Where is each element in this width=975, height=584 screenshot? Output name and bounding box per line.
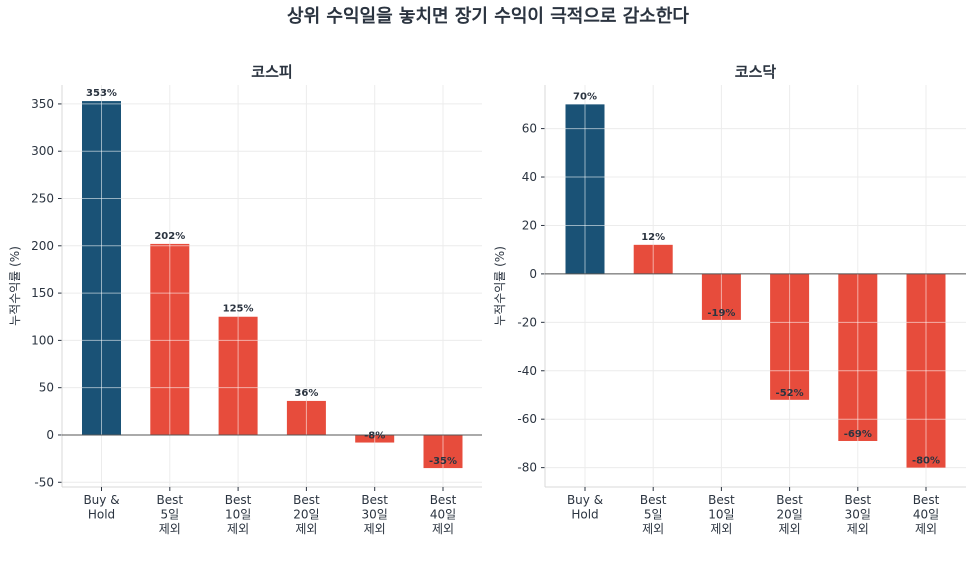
y-tick-label: -40 [517, 364, 537, 378]
x-tick-label-line: 30일 [845, 508, 871, 522]
x-tick-label-line: 40일 [430, 508, 456, 522]
y-tick-label: -50 [34, 475, 54, 489]
x-tick-label: Best 40일 제외 [430, 493, 457, 536]
x-tick-label-line: 30일 [362, 508, 388, 522]
x-tick-label: Best 20일 제외 [293, 493, 320, 536]
x-tick-label-line: 제외 [915, 522, 937, 536]
y-tick-label: 350 [31, 97, 54, 111]
x-tick-label-line: 10일 [225, 508, 251, 522]
x-tick-label-line: Best [157, 493, 184, 507]
x-tick-label-line: Best [913, 493, 940, 507]
y-axis-label: 누적수익률 (%) [493, 246, 507, 326]
bar-data-label: -35% [429, 456, 457, 467]
x-tick-label: Best 5일 제외 [640, 493, 667, 536]
x-tick-label-line: 제외 [159, 522, 181, 536]
y-tick-label: 60 [522, 122, 537, 136]
x-tick-label-line: 제외 [710, 522, 732, 536]
y-tick-label: -60 [517, 412, 537, 426]
x-tick-label: Best 10일 제외 [225, 493, 252, 536]
bar-data-label: 353% [86, 88, 117, 99]
x-tick-label-line: 제외 [642, 522, 664, 536]
figure-title: 상위 수익일을 놓치면 장기 수익이 극적으로 감소한다 [287, 6, 689, 27]
x-tick-label-line: 10일 [708, 508, 734, 522]
bar-data-label: -19% [707, 308, 735, 319]
y-tick-label: 200 [31, 239, 54, 253]
y-tick-label: 300 [31, 144, 54, 158]
y-axis-label: 누적수익률 (%) [8, 246, 22, 326]
x-tick-label: Best 40일 제외 [913, 493, 940, 536]
bar-data-label: 12% [641, 232, 665, 243]
y-tick-label: 20 [522, 218, 537, 232]
x-tick-label-line: Best [845, 493, 872, 507]
x-tick-label: Best 5일 제외 [157, 493, 184, 536]
x-tick-label-line: 제외 [432, 522, 454, 536]
x-tick-label-line: Hold [571, 508, 598, 522]
x-tick-label-line: Best [293, 493, 320, 507]
bar-data-label: 125% [223, 304, 254, 315]
y-tick-label: 0 [529, 267, 537, 281]
x-tick-label-line: Best [430, 493, 457, 507]
x-tick-label-line: Best [225, 493, 252, 507]
x-tick-label-line: 제외 [295, 522, 317, 536]
x-tick-label-line: 40일 [913, 508, 939, 522]
x-tick-label-line: Best [776, 493, 803, 507]
panel-title: 코스닥 [735, 63, 777, 81]
bar-data-label: 36% [294, 388, 318, 399]
y-tick-label: -20 [517, 315, 537, 329]
bar-data-label: 202% [154, 231, 185, 242]
x-tick-label: Best 30일 제외 [845, 493, 872, 536]
bar-data-label: 70% [573, 91, 597, 102]
panel-title: 코스피 [251, 63, 292, 81]
x-tick-label-line: 제외 [847, 522, 869, 536]
x-tick-label-line: 제외 [779, 522, 801, 536]
y-tick-label: 40 [522, 170, 537, 184]
bar-data-label: -69% [844, 429, 872, 440]
bar-data-label: -8% [364, 431, 385, 442]
x-tick-label: Best 30일 제외 [361, 493, 388, 536]
x-tick-label-line: Buy & [83, 493, 119, 507]
x-tick-label-line: 5일 [644, 508, 663, 522]
x-tick-label-line: Best [361, 493, 388, 507]
y-tick-label: 0 [46, 428, 54, 442]
bar-data-label: -80% [912, 456, 940, 467]
y-tick-label: 250 [31, 192, 54, 206]
y-tick-label: 50 [39, 381, 54, 395]
x-tick-label: Best 10일 제외 [708, 493, 735, 536]
x-tick-label-line: 제외 [227, 522, 249, 536]
y-tick-label: 150 [31, 286, 54, 300]
bar-data-label: -52% [776, 388, 804, 399]
x-tick-label: Best 20일 제외 [776, 493, 803, 536]
y-tick-label: -80 [517, 461, 537, 475]
x-tick-label-line: 20일 [293, 508, 319, 522]
x-tick-label-line: Hold [88, 508, 115, 522]
x-tick-label-line: Buy & [567, 493, 603, 507]
x-tick-label-line: 5일 [160, 508, 179, 522]
x-tick-label-line: 20일 [776, 508, 802, 522]
x-tick-label-line: 제외 [364, 522, 386, 536]
x-tick-label: Buy & Hold [567, 493, 603, 522]
x-tick-label: Buy & Hold [83, 493, 119, 522]
x-tick-label-line: Best [640, 493, 667, 507]
x-tick-label-line: Best [708, 493, 735, 507]
y-tick-label: 100 [31, 333, 54, 347]
